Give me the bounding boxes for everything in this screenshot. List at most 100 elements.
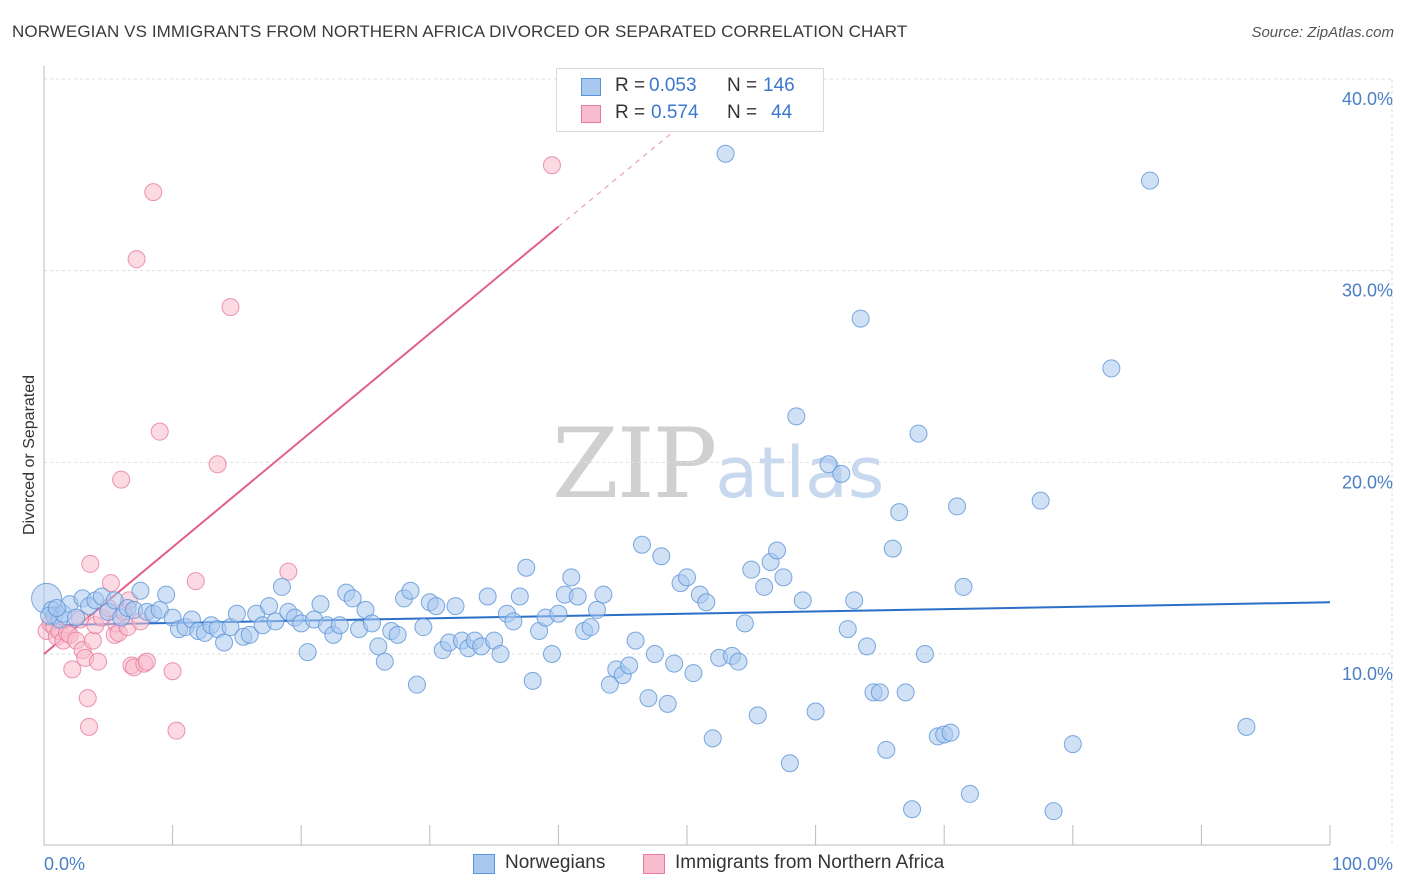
point-norwegians <box>870 683 889 702</box>
point-immigrants <box>163 662 182 681</box>
point-immigrants <box>127 250 146 269</box>
point-immigrants <box>80 717 99 736</box>
point-immigrants <box>78 689 97 708</box>
point-norwegians <box>414 618 433 637</box>
legend-r-value: 0.053 <box>649 75 697 96</box>
point-norwegians <box>1063 735 1082 754</box>
point-norwegians <box>549 604 568 623</box>
point-immigrants <box>137 652 156 671</box>
grid-lines <box>44 78 1393 845</box>
point-norwegians <box>1102 359 1121 378</box>
legend-n-value: 146 <box>763 75 795 96</box>
point-norwegians <box>806 702 825 721</box>
point-norwegians <box>645 645 664 663</box>
point-immigrants <box>150 422 169 441</box>
point-norwegians <box>960 784 979 803</box>
point-norwegians <box>793 591 812 610</box>
point-norwegians <box>67 608 86 627</box>
point-norwegians <box>600 675 619 694</box>
point-norwegians <box>832 464 851 483</box>
point-norwegians <box>678 568 696 587</box>
legend-swatch-norwegians <box>473 854 495 874</box>
point-norwegians <box>954 577 973 596</box>
point-immigrants <box>279 562 298 581</box>
point-norwegians <box>47 599 66 617</box>
point-norwegians <box>594 585 613 604</box>
point-immigrants <box>83 631 102 650</box>
point-immigrants <box>112 470 131 489</box>
point-norwegians <box>510 587 529 606</box>
source-label: Source: ZipAtlas.com <box>1251 24 1394 41</box>
point-norwegians <box>542 645 561 663</box>
point-norwegians <box>375 652 394 671</box>
chart-title: NORWEGIAN VS IMMIGRANTS FROM NORTHERN AF… <box>12 22 908 41</box>
point-norwegians <box>941 723 960 742</box>
point-norwegians <box>845 591 864 610</box>
y-tick-label: 30.0% <box>1342 281 1393 301</box>
legend-label-immigrants: Immigrants from Northern Africa <box>675 852 945 873</box>
point-immigrants <box>208 455 227 474</box>
point-norwegians <box>504 612 523 631</box>
point-norwegians <box>272 577 291 596</box>
point-norwegians <box>362 614 381 633</box>
point-norwegians <box>774 568 793 587</box>
legend-swatch-norwegians <box>581 78 601 96</box>
point-norwegians <box>1140 171 1159 190</box>
legend-n-label: N = <box>727 102 758 123</box>
point-norwegians <box>260 597 279 616</box>
point-norwegians <box>131 581 150 600</box>
point-norwegians <box>632 535 651 554</box>
point-norwegians <box>240 625 259 644</box>
point-norwegians <box>446 597 465 616</box>
point-norwegians <box>311 595 330 614</box>
point-immigrants <box>101 574 120 593</box>
legend-swatch-immigrants <box>643 854 665 874</box>
y-tick-label: 10.0% <box>1342 664 1393 684</box>
point-norwegians <box>330 616 349 635</box>
point-norwegians <box>742 560 761 579</box>
point-norwegians <box>369 637 388 656</box>
point-immigrants <box>186 572 205 591</box>
point-norwegians <box>697 593 716 612</box>
watermark-zip: ZIP <box>552 408 717 520</box>
point-norwegians <box>877 740 896 759</box>
point-immigrants <box>144 183 163 202</box>
point-norwegians <box>729 652 748 671</box>
point-immigrants <box>221 298 240 317</box>
point-norwegians <box>735 614 754 633</box>
watermark: ZIPatlas <box>552 408 884 520</box>
point-norwegians <box>858 637 877 656</box>
point-norwegians <box>896 683 915 702</box>
point-norwegians <box>755 577 774 596</box>
point-norwegians <box>665 654 684 673</box>
point-norwegians <box>523 671 542 690</box>
legend-swatch-immigrants <box>581 105 601 123</box>
stats-legend: R = 0.053 N = 146 R = 0.574 N = 44 <box>556 68 824 132</box>
point-norwegians <box>652 547 671 566</box>
point-norwegians <box>748 706 767 725</box>
watermark-atlas: atlas <box>715 432 885 514</box>
legend-label-norwegians: Norwegians <box>505 852 606 873</box>
data-points <box>31 144 1256 821</box>
point-norwegians <box>401 581 420 600</box>
point-immigrants <box>542 156 561 175</box>
point-norwegians <box>851 309 870 328</box>
point-norwegians <box>568 587 587 606</box>
point-norwegians <box>639 689 658 708</box>
point-norwegians <box>703 729 722 748</box>
point-norwegians <box>819 455 838 474</box>
point-norwegians <box>768 541 787 560</box>
y-axis-label: Divorced or Separated <box>21 375 38 535</box>
point-norwegians <box>716 144 735 163</box>
point-norwegians <box>343 589 362 608</box>
point-norwegians <box>903 800 922 819</box>
tick-labels: 10.0% 20.0% 30.0% 40.0% 0.0% 100.0% <box>44 89 1393 874</box>
y-tick-label: 40.0% <box>1342 89 1393 109</box>
y-tick-label: 20.0% <box>1342 472 1393 492</box>
point-norwegians <box>1031 491 1050 510</box>
point-norwegians <box>517 558 536 577</box>
point-norwegians <box>427 597 446 616</box>
point-norwegians <box>915 645 934 663</box>
point-norwegians <box>626 631 645 650</box>
